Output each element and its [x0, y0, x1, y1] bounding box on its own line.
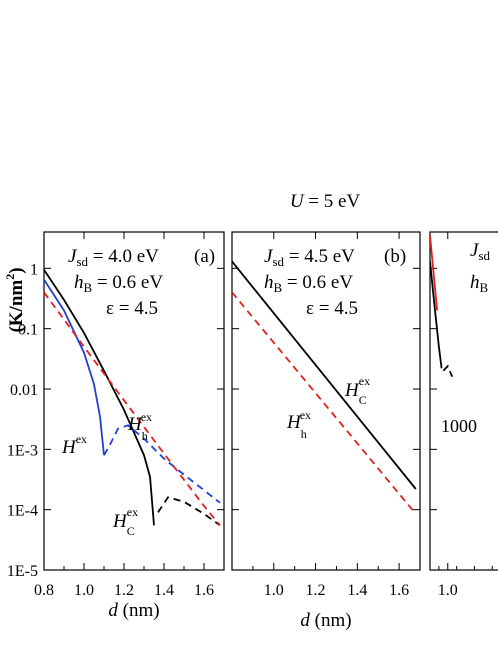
series-line-a-2 — [44, 279, 105, 456]
panel-a-jsd: Jsd = 4.0 eV — [68, 246, 159, 269]
panel-c-annotation: 1000 — [441, 416, 477, 436]
panel-b-eps: ε = 4.5 — [306, 298, 358, 319]
series-line-a-4 — [44, 291, 221, 526]
panel-b-params: Jsd = 4.5 eV (b) hB = 0.6 eV ε = 4.5 — [264, 246, 406, 319]
series-line-c-2 — [442, 364, 454, 378]
panel-a-label: (a) — [194, 246, 215, 267]
x-tick-label: 0.8 — [34, 582, 54, 599]
panel-b-label-hc: HCex — [344, 374, 370, 407]
series-line-b-1 — [232, 291, 417, 515]
x-tick-label: 1.0 — [264, 582, 284, 599]
y-tick-label: 0.1 — [18, 322, 38, 339]
x-tick-label: 1.0 — [74, 582, 94, 599]
panel-c-jsd: Jsd — [470, 240, 490, 263]
panel-a-hb: hB = 0.6 eV — [74, 272, 163, 295]
panel-a-frame — [43, 231, 225, 571]
series-line-a-1 — [157, 496, 221, 527]
panel-c-hb: hB — [470, 272, 489, 295]
y-tick-label: 1E-5 — [7, 563, 38, 580]
panel-b-label: (b) — [384, 246, 406, 267]
y-tick-label: 0.01 — [10, 382, 38, 399]
series-line-c-1 — [430, 261, 443, 369]
panel-b-frame — [231, 231, 421, 571]
x-tick-label: 1.6 — [194, 582, 214, 599]
series-line-c-0 — [430, 235, 438, 311]
y-tick-label: 1E-4 — [7, 503, 38, 520]
panel-b-hb: hB = 0.6 eV — [264, 272, 353, 295]
series-line-b-0 — [232, 260, 417, 490]
series-line-a-3 — [103, 424, 221, 504]
x-tick-label: 1.2 — [114, 582, 134, 599]
x-tick-label: 1.0 — [438, 582, 458, 599]
panel-a-label-hc: HCex — [112, 505, 138, 538]
panel-a-label-h: Hex — [61, 432, 87, 458]
x-tick-label: 1.4 — [347, 582, 367, 599]
series-line-a-0 — [44, 269, 155, 526]
panel-a-eps: ε = 4.5 — [106, 298, 158, 319]
panel-a-label-hh: Hhex — [127, 410, 152, 443]
panel-b-jsd: Jsd = 4.5 eV — [264, 246, 355, 269]
panel-b-label-hh: Hhex — [286, 408, 311, 441]
y-tick-label: 1 — [30, 261, 38, 278]
x-tick-label: 1.2 — [306, 582, 326, 599]
figure-title: U = 5 eV — [290, 191, 361, 212]
x-tick-label: 1.6 — [389, 582, 409, 599]
panel-b-xlabel: d (nm) — [300, 610, 351, 631]
y-tick-label: 1E-3 — [7, 442, 38, 459]
panel-c-frame — [429, 231, 498, 571]
panel-a-params: Jsd = 4.0 eV (a) hB = 0.6 eV ε = 4.5 — [68, 246, 215, 319]
panel-a-xlabel: d (nm) — [108, 600, 159, 621]
x-tick-label: 1.4 — [154, 582, 174, 599]
